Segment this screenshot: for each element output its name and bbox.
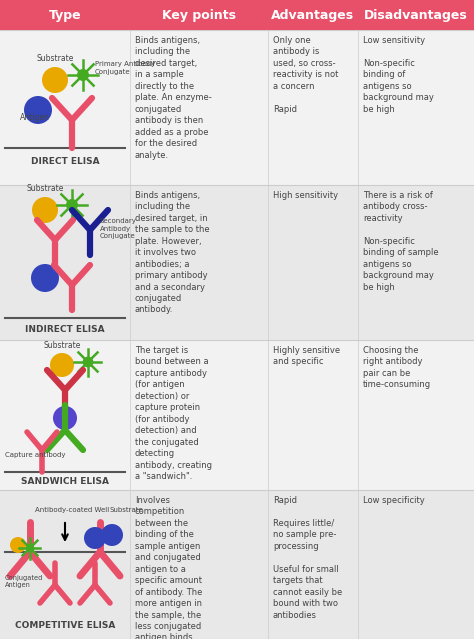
Text: Low specificity: Low specificity bbox=[363, 496, 425, 505]
Text: SANDWICH ELISA: SANDWICH ELISA bbox=[21, 477, 109, 486]
Bar bbox=[0, 185, 474, 340]
Text: Highly sensitive
and specific: Highly sensitive and specific bbox=[273, 346, 340, 366]
Bar bbox=[0, 490, 474, 639]
Text: Conjugated
Antigen: Conjugated Antigen bbox=[5, 575, 44, 589]
Text: INDIRECT ELISA: INDIRECT ELISA bbox=[25, 325, 105, 334]
Text: Type: Type bbox=[49, 8, 82, 22]
Text: High sensitivity: High sensitivity bbox=[273, 191, 338, 200]
Bar bbox=[0, 0, 474, 30]
Text: DIRECT ELISA: DIRECT ELISA bbox=[31, 157, 100, 167]
Text: Antigen: Antigen bbox=[20, 114, 50, 123]
Circle shape bbox=[50, 353, 74, 377]
Text: Substrate: Substrate bbox=[43, 341, 81, 350]
Text: Capture antibody: Capture antibody bbox=[5, 452, 65, 458]
Text: Involves
competition
between the
binding of the
sample antigen
and conjugated
an: Involves competition between the binding… bbox=[135, 496, 210, 639]
Text: Key points: Key points bbox=[162, 8, 236, 22]
Circle shape bbox=[101, 524, 123, 546]
Bar bbox=[0, 340, 474, 490]
Text: Advantages: Advantages bbox=[272, 8, 355, 22]
Circle shape bbox=[42, 67, 68, 93]
Text: Choosing the
right antibody
pair can be
time-consuming: Choosing the right antibody pair can be … bbox=[363, 346, 431, 389]
Text: Primary Antibody
Conjugate: Primary Antibody Conjugate bbox=[95, 61, 155, 75]
Text: Low sensitivity

Non-specific
binding of
antigens so
background may
be high: Low sensitivity Non-specific binding of … bbox=[363, 36, 434, 114]
Text: Substrate: Substrate bbox=[27, 184, 64, 193]
Circle shape bbox=[10, 537, 26, 553]
Text: There is a risk of
antibody cross-
reactivity

Non-specific
binding of sample
an: There is a risk of antibody cross- react… bbox=[363, 191, 438, 291]
Text: Binds antigens,
including the
desired target, in
the sample to the
plate. Howeve: Binds antigens, including the desired ta… bbox=[135, 191, 210, 314]
Text: Only one
antibody is
used, so cross-
reactivity is not
a concern

Rapid: Only one antibody is used, so cross- rea… bbox=[273, 36, 338, 114]
Text: Substrate: Substrate bbox=[110, 507, 144, 513]
Circle shape bbox=[26, 544, 34, 552]
Text: Binds antigens,
including the
desired target,
in a sample
directly to the
plate.: Binds antigens, including the desired ta… bbox=[135, 36, 212, 160]
Text: Rapid

Requires little/
no sample pre-
processing

Useful for small
targets that: Rapid Requires little/ no sample pre- pr… bbox=[273, 496, 342, 619]
Text: The target is
bound between a
capture antibody
(for antigen
detection) or
captur: The target is bound between a capture an… bbox=[135, 346, 212, 481]
Text: Secondary
Antibody
Conjugate: Secondary Antibody Conjugate bbox=[100, 218, 137, 239]
Text: Substrate: Substrate bbox=[36, 54, 73, 63]
Circle shape bbox=[66, 199, 78, 211]
Circle shape bbox=[31, 264, 59, 292]
Text: Disadvantages: Disadvantages bbox=[364, 8, 468, 22]
Circle shape bbox=[24, 96, 52, 124]
Circle shape bbox=[53, 406, 77, 430]
Circle shape bbox=[77, 69, 89, 81]
Circle shape bbox=[82, 357, 93, 367]
Circle shape bbox=[32, 197, 58, 223]
Bar bbox=[0, 30, 474, 185]
Circle shape bbox=[84, 527, 106, 549]
Text: Antibody-coated Well: Antibody-coated Well bbox=[35, 507, 109, 513]
Text: COMPETITIVE ELISA: COMPETITIVE ELISA bbox=[15, 620, 115, 629]
